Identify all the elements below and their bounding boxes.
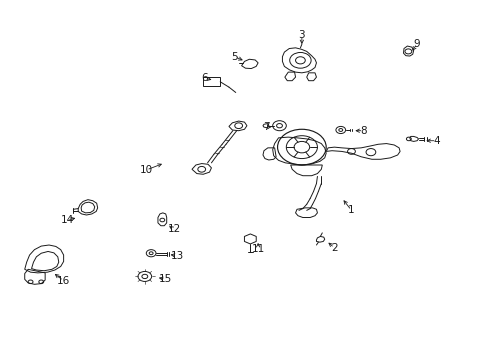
Text: 5: 5 — [231, 52, 238, 62]
Bar — [202, 77, 220, 86]
Text: 2: 2 — [330, 243, 337, 253]
Text: 3: 3 — [298, 30, 305, 40]
Text: 8: 8 — [360, 126, 366, 136]
Text: 1: 1 — [347, 205, 354, 215]
Text: 6: 6 — [201, 73, 207, 83]
Text: 11: 11 — [251, 244, 264, 253]
Text: 9: 9 — [413, 39, 420, 49]
Text: 4: 4 — [432, 136, 439, 146]
Text: 15: 15 — [159, 274, 172, 284]
Text: 16: 16 — [57, 276, 70, 286]
Text: 13: 13 — [170, 251, 183, 261]
Text: 12: 12 — [167, 224, 180, 234]
Text: 10: 10 — [140, 165, 153, 175]
Text: 7: 7 — [263, 122, 269, 132]
Text: 14: 14 — [61, 215, 74, 225]
